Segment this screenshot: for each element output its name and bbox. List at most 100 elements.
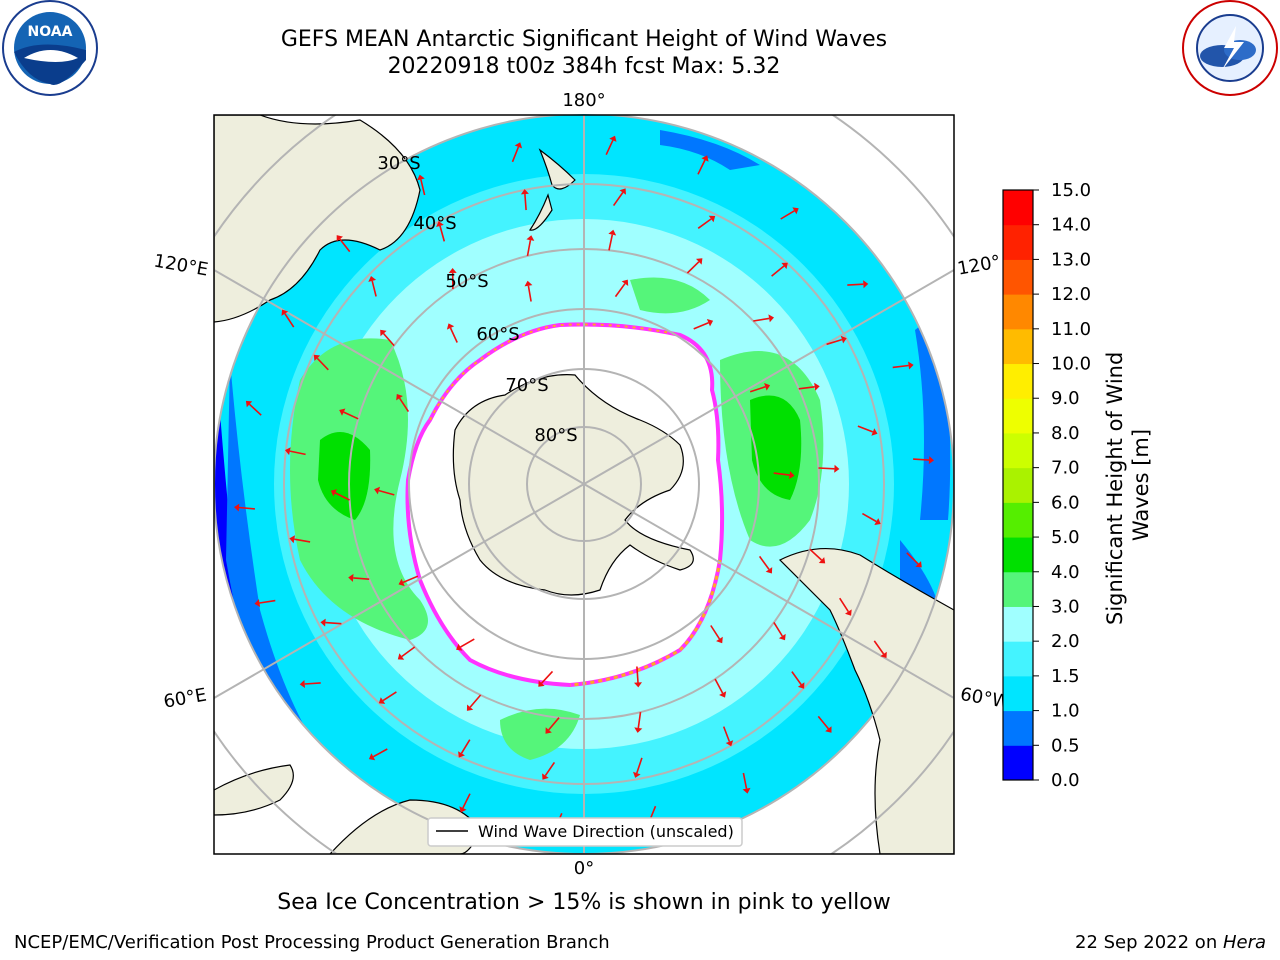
colorbar-tick-label: 15.0 bbox=[1051, 180, 1091, 201]
colorbar-tick-label: 14.0 bbox=[1051, 215, 1091, 236]
wave-arrow-shaft bbox=[382, 691, 397, 702]
wave-arrow-head bbox=[285, 447, 291, 456]
wave-arrow-head bbox=[696, 258, 703, 265]
wave-arrow-head bbox=[834, 464, 840, 473]
wave-arrow-shaft bbox=[906, 552, 919, 565]
wave-arrow-head bbox=[459, 806, 467, 813]
wave-arrow-shaft bbox=[742, 772, 748, 789]
wave-arrow-shaft bbox=[382, 332, 395, 347]
wave-arrow-head bbox=[436, 221, 444, 227]
colorbar-tick-label: 0.5 bbox=[1051, 735, 1080, 756]
colorbar-bin bbox=[1003, 363, 1033, 399]
colorbar-tick-label: 11.0 bbox=[1051, 319, 1091, 340]
colorbar-label: Significant Height of Wind Waves [m] bbox=[1103, 345, 1153, 625]
wave-arrow-head bbox=[818, 557, 826, 564]
wave-arrow-head bbox=[545, 727, 552, 734]
wave-arrow-shaft bbox=[527, 285, 532, 302]
wave-arrow-head bbox=[792, 207, 799, 215]
wave-arrow-shaft bbox=[686, 261, 700, 274]
wave-arrow-shaft bbox=[749, 386, 766, 393]
wave-arrow-shaft bbox=[693, 321, 709, 330]
wave-arrow-head bbox=[719, 691, 727, 698]
wave-arrow-shaft bbox=[636, 666, 639, 683]
wave-arrow-shaft bbox=[402, 575, 419, 584]
wave-arrow-shaft bbox=[353, 577, 370, 580]
meridians bbox=[214, 115, 954, 854]
colorbar-tick-label: 1.5 bbox=[1051, 666, 1080, 687]
wave-arrow-shaft bbox=[439, 225, 446, 242]
wave-arrow-head bbox=[520, 189, 529, 195]
wave-arrow-head bbox=[339, 408, 346, 416]
wave-arrow-shaft bbox=[548, 717, 560, 731]
wave-arrow-shaft bbox=[371, 280, 377, 297]
wave-arrow-head bbox=[374, 486, 380, 495]
wave-arrow-shaft bbox=[511, 146, 520, 163]
wave-arrow-shaft bbox=[401, 646, 416, 658]
wave-arrow-head bbox=[348, 573, 354, 582]
wave-arrow-shaft bbox=[862, 512, 877, 523]
wave-arrow-head bbox=[456, 643, 463, 651]
wave-arrow-head bbox=[368, 753, 376, 761]
wave-arrow-head bbox=[845, 609, 852, 616]
sea-ice-note: Sea Ice Concentration > 15% is shown in … bbox=[277, 890, 891, 915]
wave-arrow-head bbox=[621, 279, 629, 286]
wave-arrow-shaft bbox=[259, 599, 276, 604]
wave-arrow-shaft bbox=[791, 671, 802, 686]
colorbar-tick-label: 8.0 bbox=[1051, 423, 1080, 444]
wave-arrow-shaft bbox=[722, 726, 731, 742]
wave-arrow-shaft bbox=[809, 548, 823, 561]
wave-arrow-head bbox=[542, 773, 549, 780]
svg-text:NOAA: NOAA bbox=[28, 24, 73, 40]
wave-arrow-shaft bbox=[420, 179, 426, 196]
wave-arrow-head bbox=[725, 740, 734, 747]
wave-arrow-head bbox=[619, 188, 626, 195]
legend-label: Wind Wave Direction (unscaled) bbox=[478, 822, 734, 841]
wave-arrow-shaft bbox=[758, 555, 770, 570]
wave-arrow-head bbox=[915, 561, 922, 568]
colorbar-bin bbox=[1003, 537, 1033, 573]
wave-arrow-head bbox=[299, 680, 305, 688]
lon-label-180: 180° bbox=[562, 90, 605, 111]
wave-arrow-shaft bbox=[460, 638, 475, 648]
wave-arrow-shaft bbox=[873, 640, 885, 655]
wave-arrow-shaft bbox=[605, 139, 614, 156]
lat-label: 60°S bbox=[476, 324, 519, 345]
wave-arrow-head bbox=[446, 323, 455, 330]
wave-arrow-head bbox=[789, 471, 795, 479]
wave-arrow-head bbox=[840, 335, 847, 344]
wave-arrow-head bbox=[609, 135, 617, 142]
wave-arrow-head bbox=[778, 633, 786, 641]
wave-arrow-shaft bbox=[839, 597, 849, 613]
colorbar-bin bbox=[1003, 224, 1033, 260]
colorbar-bin bbox=[1003, 571, 1033, 607]
wave-arrow-head bbox=[514, 142, 523, 149]
colorbar-tick-label: 1.0 bbox=[1051, 701, 1080, 722]
wave-arrow-shaft bbox=[248, 403, 262, 416]
wave-arrow-shaft bbox=[857, 425, 874, 433]
wave-arrow-head bbox=[701, 155, 709, 162]
chart-subtitle: 20220918 t00z 384h fcst Max: 5.32 bbox=[387, 54, 781, 79]
wave-arrow-shaft bbox=[398, 397, 410, 413]
wave-arrow-shaft bbox=[378, 489, 395, 496]
lon-label-0: 0° bbox=[574, 858, 594, 879]
wave-arrow-shaft bbox=[294, 538, 311, 543]
noaa-logo: NOAA bbox=[2, 0, 98, 96]
wave-arrow-head bbox=[313, 354, 321, 361]
wave-arrow-head bbox=[742, 787, 751, 794]
wave-arrow-head bbox=[797, 682, 805, 689]
wave-arrow-shaft bbox=[339, 238, 351, 253]
wave-arrow-shaft bbox=[636, 757, 643, 774]
colorbar-tick-label: 0.0 bbox=[1051, 770, 1080, 791]
colorbar-tick-label: 2.0 bbox=[1051, 631, 1080, 652]
wave-arrow-head bbox=[825, 726, 832, 733]
wave-arrow-shaft bbox=[714, 678, 724, 694]
wave-arrow-head bbox=[538, 680, 545, 687]
colorbar-bin bbox=[1003, 467, 1033, 503]
lat-label: 50°S bbox=[445, 271, 488, 292]
lon-label-120w: 120° bbox=[956, 251, 1002, 279]
colorbar-tick-label: 4.0 bbox=[1051, 562, 1080, 583]
colorbar-tick-label: 7.0 bbox=[1051, 458, 1080, 479]
wave-arrow-shaft bbox=[847, 283, 864, 286]
map-legend: Wind Wave Direction (unscaled) bbox=[427, 817, 743, 847]
